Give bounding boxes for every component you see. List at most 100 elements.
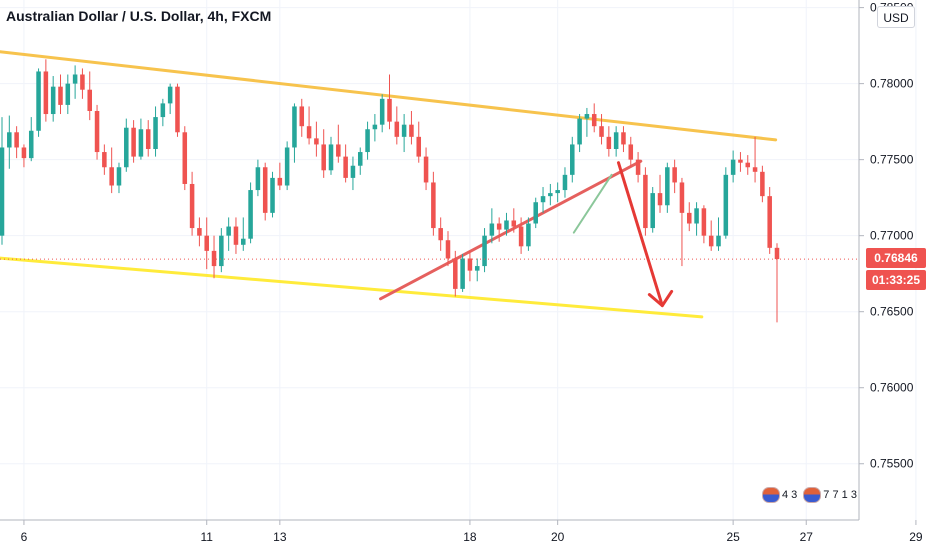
candle-body	[211, 250, 217, 267]
candle-body	[774, 247, 780, 260]
candle-body	[613, 132, 619, 150]
candle	[50, 76, 56, 122]
candle-body	[599, 126, 604, 137]
candle	[102, 144, 107, 175]
candle-body	[343, 156, 348, 178]
candle-body	[533, 202, 538, 224]
candle-body	[197, 228, 202, 236]
candle-body	[21, 147, 27, 159]
candle	[80, 68, 85, 99]
candle	[204, 217, 209, 270]
y-tick-label: 0.75500	[870, 457, 914, 471]
candle-body	[591, 114, 597, 127]
candle	[723, 167, 729, 239]
candle	[175, 83, 180, 137]
candle-body	[526, 223, 531, 247]
y-tick-label: 0.76500	[870, 305, 914, 319]
candle	[584, 107, 590, 137]
candle-body	[628, 144, 634, 160]
candle	[160, 98, 166, 127]
candle-body	[577, 118, 582, 145]
candle	[219, 228, 224, 273]
candle-body	[372, 124, 378, 130]
candle	[145, 120, 151, 157]
y-tick-label: 0.77500	[870, 153, 914, 167]
candle-body	[540, 196, 546, 203]
x-tick-label: 25	[726, 530, 740, 544]
candle	[643, 167, 648, 236]
candle-body	[145, 129, 151, 150]
candle-body	[328, 144, 334, 171]
candle-body	[204, 235, 209, 251]
candle	[467, 250, 473, 282]
candle	[657, 174, 663, 213]
candle	[628, 136, 634, 168]
candle-body	[621, 132, 626, 145]
candle	[555, 182, 560, 203]
x-tick-label: 20	[551, 530, 565, 544]
rising-trendline	[379, 159, 643, 301]
candle-body	[423, 156, 429, 183]
last-price-label: 0.76846	[866, 248, 926, 268]
candle-body	[643, 174, 648, 229]
candle	[211, 235, 217, 279]
candle	[591, 103, 597, 133]
candle	[292, 103, 297, 163]
x-tick-label: 6	[21, 530, 28, 544]
candle	[197, 217, 202, 247]
candle-body	[241, 238, 246, 245]
candle-body	[518, 226, 524, 247]
candle	[526, 217, 531, 251]
candle	[87, 71, 93, 121]
candle	[270, 171, 275, 218]
candle-body	[409, 124, 414, 137]
candle	[65, 74, 71, 115]
candle-body	[438, 228, 443, 241]
candle	[708, 220, 714, 251]
candle	[416, 121, 422, 163]
candle-body	[0, 147, 5, 236]
candle	[665, 162, 670, 213]
down-arrow	[616, 161, 674, 308]
candle-body	[379, 98, 385, 125]
symbol-title[interactable]: Australian Dollar / U.S. Dollar, 4h, FXC…	[6, 8, 272, 24]
candle	[131, 120, 136, 163]
us-flag-icon	[803, 487, 822, 503]
candle-body	[336, 144, 341, 157]
candle-body	[767, 196, 772, 248]
overlay	[0, 161, 859, 308]
candle-body	[167, 86, 173, 104]
candle-body	[292, 106, 297, 148]
candle	[760, 165, 765, 203]
candle-body	[270, 177, 275, 213]
candle	[409, 110, 414, 145]
currency-button[interactable]: USD	[877, 6, 915, 28]
candle	[21, 144, 27, 168]
candle-body	[255, 167, 261, 191]
candle-body	[116, 167, 122, 186]
candle	[0, 117, 5, 245]
candle-body	[672, 167, 677, 183]
candle	[299, 98, 305, 137]
candle-body	[365, 129, 370, 153]
candle	[752, 136, 758, 183]
event-marker[interactable]: 4 3	[762, 487, 797, 503]
candle	[621, 126, 626, 153]
candle	[255, 159, 261, 197]
y-tick-label: 0.78000	[870, 77, 914, 91]
candle	[650, 187, 655, 233]
candle-body	[357, 152, 363, 166]
candle-body	[716, 235, 721, 247]
candle-body	[694, 208, 699, 224]
candle-body	[387, 98, 392, 122]
candle-body	[657, 193, 663, 206]
candle	[343, 144, 348, 183]
candle-body	[109, 167, 114, 186]
event-marker[interactable]: 7 7 1 3	[803, 487, 857, 503]
candle	[431, 171, 436, 236]
y-tick-label: 0.77000	[870, 229, 914, 243]
candle-body	[50, 86, 56, 115]
candle	[548, 183, 553, 206]
candle-body	[314, 138, 319, 145]
